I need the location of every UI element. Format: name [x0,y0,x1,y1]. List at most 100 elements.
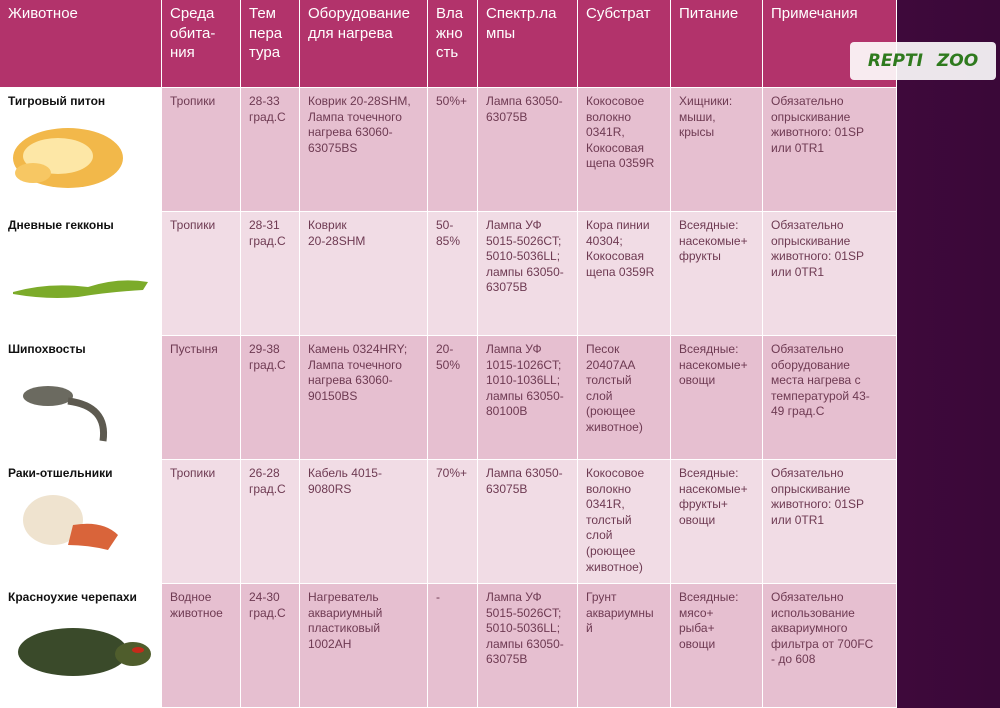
table-cell-text: 20- 50% [436,342,461,372]
table-cell: 70%+ [428,460,478,584]
table-cell: Пустыня [162,336,241,460]
table-cell-text: Кабель 4015- 9080RS [308,466,382,496]
table-cell-text: 70%+ [436,466,468,480]
table-cell: Всеядные: насекомые+ овощи [671,336,763,460]
table-cell: - [428,584,478,708]
animal-name-text: Шипохвосты [8,342,86,356]
table-cell: 50%+ [428,88,478,212]
header-cell: Субстрат [578,0,671,88]
logo-text: ZOO [936,51,979,71]
table-cell: Обязательно оборудование места нагрева с… [763,336,897,460]
table-cell: Водное животное [162,584,241,708]
table-cell-text: Обязательно опрыскивание животного: 01SP… [771,466,864,527]
table-cell: Кокосовое волокно 0341R, толстый слой (р… [578,460,671,584]
table-cell: Коврик 20-28SHM, Лампа точечного нагрева… [300,88,428,212]
header-cell: Вла жно сть [428,0,478,88]
table-cell-text: Обязательно использование aквариумного ф… [771,590,874,667]
table-cell-text: Грунт аквариумны й [586,590,654,636]
table-cell-text: 26-28 град.С [249,466,286,496]
table-cell: Кабель 4015- 9080RS [300,460,428,584]
table-cell-text: 29-38 град.С [249,342,286,372]
table-cell: Песок 20407AA толстый слой (роющее живот… [578,336,671,460]
logo: REPTI ZOO [850,42,996,80]
table-cell: Тропики [162,212,241,336]
table-cell-text: Лампа УФ 5015-5026CT; 5010-5036LL; лампы… [486,218,564,295]
table-cell-text: Тропики [170,466,216,480]
header-cell: Спектр.ла мпы [478,0,578,88]
table-cell: Лампа УФ 1015-1026CT; 1010-1036LL; лампы… [478,336,578,460]
animal-name: Шипохвосты [0,336,162,460]
table-cell-text: 24-30 град.С [249,590,286,620]
table-cell-text: 50%+ [436,94,468,108]
table-cell: 28-33 град.С [241,88,300,212]
header-cell-text: Среда обита- ния [170,5,216,61]
table-cell-text: Лампа 63050- 63075B [486,466,563,496]
animal-name-text: Тигровый питон [8,94,106,108]
table: Животное Среда обита- ния Тем пера тура Обо… [0,0,897,708]
table-cell: 50- 85% [428,212,478,336]
table-cell: 28-31 град.С [241,212,300,336]
table-cell: Обязательно опрыскивание животного: 01SP… [763,88,897,212]
table-cell: Лампа УФ 5015-5026CT; 5010-5036LL; лампы… [478,212,578,336]
animal-name-text: Раки-отшельники [8,466,113,480]
table-cell-text: 50- 85% [436,218,461,248]
animal-name-text: Красноухие черепахи [8,590,137,604]
table-cell: Хищники: мыши, крысы [671,88,763,212]
table-cell: Всеядные: мясо+ рыба+ овощи [671,584,763,708]
table-cell-text: Кокосовое волокно 0341R, толстый слой (р… [586,466,645,574]
table-cell: Всеядные: насекомые+ фрукты [671,212,763,336]
table-cell: 20- 50% [428,336,478,460]
header-cell-text: Питание [679,5,739,22]
table-cell-text: Песок 20407AA толстый слой (роющее живот… [586,342,643,434]
table-cell: Кора пинии 40304; Кокосовая щепа 0359R [578,212,671,336]
table-cell: Лампа 63050- 63075B [478,460,578,584]
table-cell-text: Лампа 63050- 63075B [486,94,563,124]
table-cell: Тропики [162,88,241,212]
header-cell: Питание [671,0,763,88]
animal-photo [23,385,108,442]
animal-name: Раки-отшельники [0,460,162,584]
table-cell-text: Обязательно опрыскивание животного: 01SP… [771,94,864,155]
animal-name-text: Дневные гекконы [8,218,114,232]
table-cell-text: Всеядные: насекомые+ фрукты+ овощи [679,466,748,527]
header-cell-text: Тем пера тура [249,5,283,61]
logo-text: REPTI [867,51,923,71]
animal-name: Тигровый питон [0,88,162,212]
animal-name: Красноухие черепахи [0,584,162,708]
table-cell-text: Водное животное [170,590,223,620]
table-cell: 24-30 град.С [241,584,300,708]
table-cell: Грунт аквариумны й [578,584,671,708]
table-cell: Обязательно опрыскивание животного: 01SP… [763,212,897,336]
header-cell-text: Субстрат [586,5,651,22]
header-cell-text: Спектр.ла мпы [486,5,557,42]
table-cell-text: 28-31 град.С [249,218,286,248]
header-cell: Тем пера тура [241,0,300,88]
table-cell: Обязательно использование aквариумного ф… [763,584,897,708]
table-cell-text: Нагреватель аквариумный пластиковый 1002… [308,590,383,651]
table-cell-text: Коврик 20-28SHM, Лампа точечного нагрева… [308,94,411,155]
animal-photo [13,279,148,298]
table-cell-text: Камень 0324HRY; Лампа точечного нагрева … [308,342,408,403]
header-cell-text: Оборудование для нагрева [308,5,411,42]
table-cell: Всеядные: насекомые+ фрукты+ овощи [671,460,763,584]
animal-photo [23,494,118,550]
table-cell-text: Тропики [170,94,216,108]
header-cell: Среда обита- ния [162,0,241,88]
table-cell-text: Всеядные: мясо+ рыба+ овощи [679,590,739,651]
table-cell-text: Лампа УФ 1015-1026CT; 1010-1036LL; лампы… [486,342,564,419]
header-cell-text: Примечания [771,5,858,22]
table-cell-text: Обязательно опрыскивание животного: 01SP… [771,218,864,279]
table-cell-text: Коврик 20-28SHM [308,218,366,248]
table-cell-text: 28-33 град.С [249,94,286,124]
table-cell: Нагреватель аквариумный пластиковый 1002… [300,584,428,708]
table-cell: Коврик 20-28SHM [300,212,428,336]
table-cell-text: Кокосовое волокно 0341R, Кокосовая щепа … [586,94,655,171]
table-cell-text: Хищники: мыши, крысы [679,94,733,140]
header-cell: Оборудование для нагрева [300,0,428,88]
table-cell-text: - [436,590,440,604]
table-cell-text: Обязательно оборудование места нагрева с… [771,342,870,419]
table-cell-text: Всеядные: насекомые+ овощи [679,342,748,388]
header-cell: Животное [0,0,162,88]
table-cell: Лампа УФ 5015-5026CT; 5010-5036LL; лампы… [478,584,578,708]
